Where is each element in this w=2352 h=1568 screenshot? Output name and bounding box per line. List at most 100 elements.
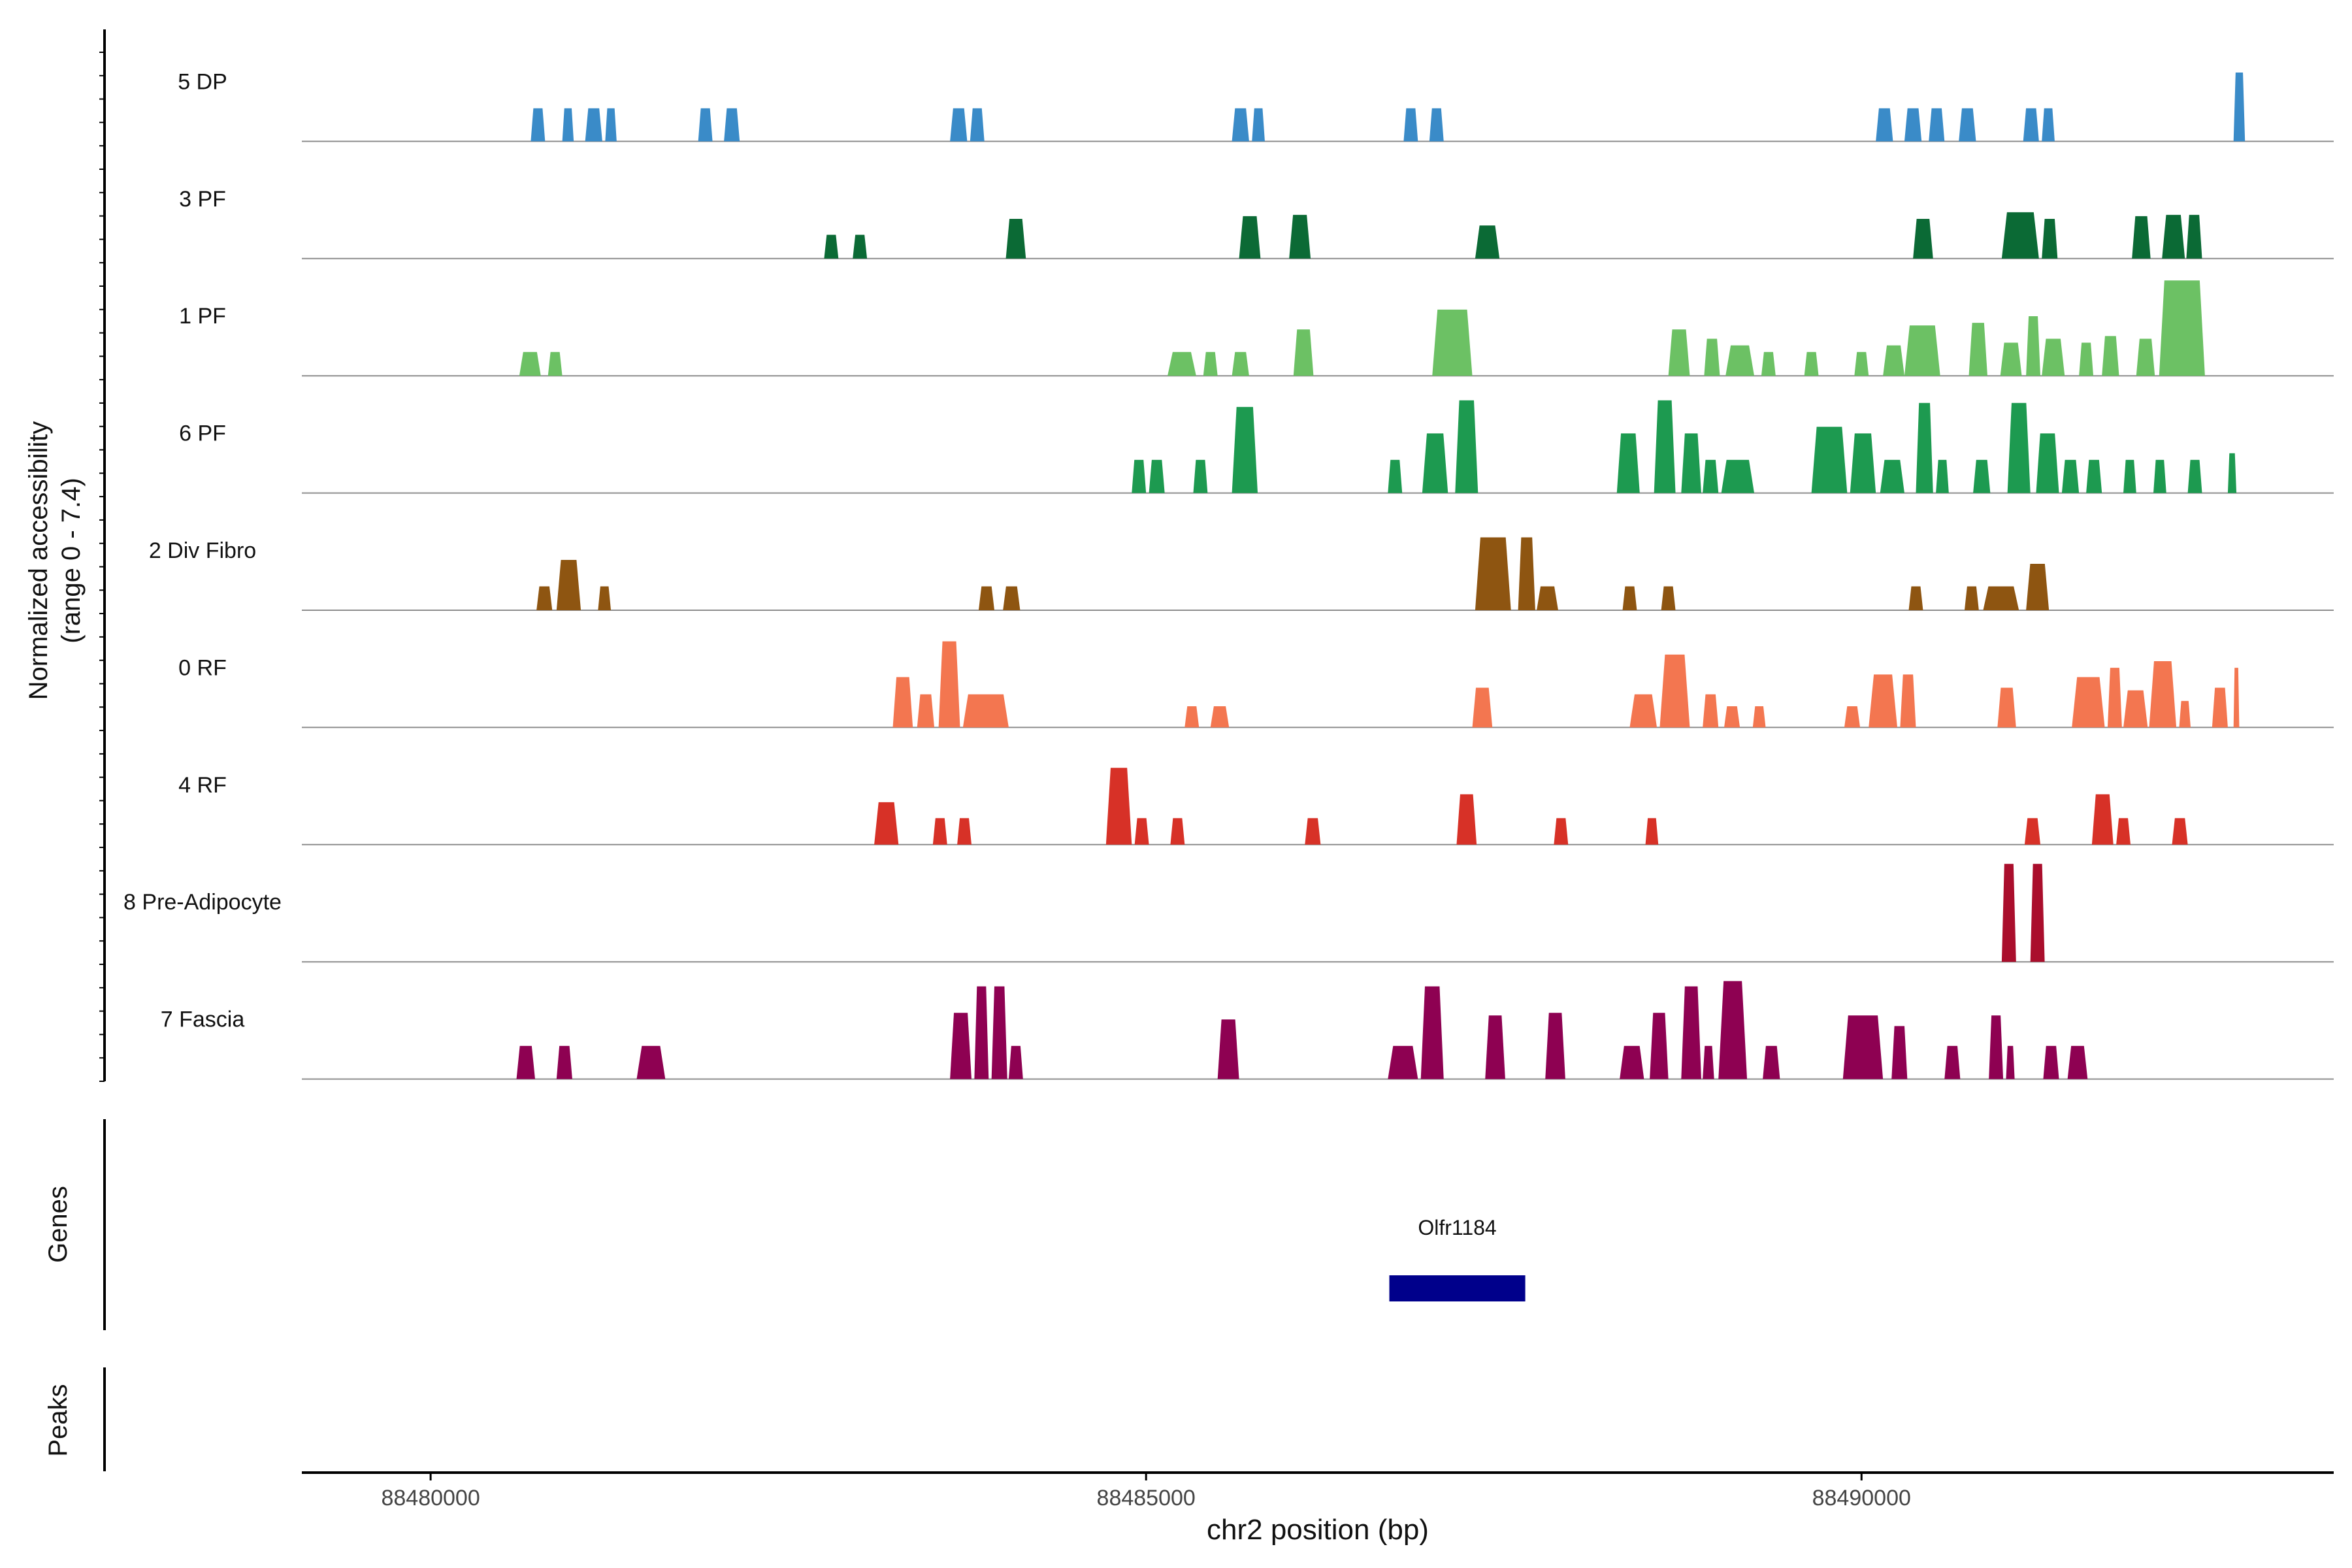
track-label: 6 PF [179,421,226,446]
coverage-peak [636,1045,666,1079]
coverage-peak [1654,400,1676,493]
coverage-peak [1132,459,1147,493]
coverage-peak [2067,1045,2088,1079]
coverage-peak [874,802,899,845]
track: 1 PF [179,280,2334,377]
coverage-peak [1964,586,1979,610]
coverage-peak [1681,986,1701,1079]
peaks-panel: Peaks [44,1367,106,1471]
track-label: 5 DP [178,69,227,94]
coverage-peak [1289,214,1311,259]
coverage-peak [1668,329,1690,376]
coverage-peak [2233,72,2246,142]
coverage-peak [1703,459,1719,493]
coverage-peak [1217,1019,1239,1079]
coverage-peak [957,818,972,845]
coverage-peak [547,351,563,376]
track: 5 DP [178,69,2334,142]
coverage-peak [1703,1045,1714,1079]
coverage-peak [1752,706,1766,728]
coverage-peak [1305,818,1321,845]
coverage-peak [1936,459,1949,493]
coverage-peak [1388,459,1403,493]
coverage-peak [1005,218,1026,259]
coverage-peak [1997,687,2016,728]
coverage-peak [1003,586,1021,610]
coverage-peak [2042,108,2055,142]
accessibility-y-axis [99,29,106,1082]
coverage-peak [938,641,960,728]
coverage-peak [2172,818,2188,845]
coverage-peak [1193,459,1208,493]
peaks-panel-label: Peaks [44,1384,73,1456]
coverage-peak [2107,668,2122,728]
track: 8 Pre-Adipocyte [123,864,2334,963]
coverage-peak [1916,402,1933,493]
coverage-peak [950,1013,972,1079]
coverage-peak [2024,818,2041,845]
coverage-peak [2061,459,2080,493]
coverage-peak [1703,694,1719,728]
coverage-peak [853,235,868,259]
coverage-peak [2086,459,2102,493]
accessibility-tracks: 5 DP 3 PF 1 PF 6 PF 2 Div Fibro 0 RF 4 RF 8 Pre… [123,69,2334,1080]
coverage-peak [1804,351,1819,376]
x-tick-label: 88480000 [381,1486,480,1511]
coverage-peak [1876,108,1893,142]
coverage-peak [2042,338,2065,376]
coverage-peak [2102,336,2119,376]
coverage-peak [1184,706,1200,728]
coverage-peak [1681,433,1701,493]
coverage-peak [2233,668,2240,728]
coverage-peak [1388,1045,1418,1079]
coverage-peak [892,677,913,728]
coverage-peak [950,108,968,142]
coverage-peak [1718,981,1748,1079]
coverage-peak [2162,214,2185,259]
track-label: 2 Div Fibro [149,538,256,563]
coverage-peak [1908,586,1923,610]
coverage-peak [917,694,935,728]
coverage-peak [2001,864,2016,962]
coverage-peak [2123,459,2136,493]
coverage-peak [724,108,740,142]
coverage-peak [991,986,1007,1079]
coverage-peak [2036,433,2059,493]
coverage-peak [2026,564,2050,610]
coverage-peak [698,108,713,142]
coverage-peak [1983,586,2019,610]
coverage-peak [1420,986,1444,1079]
genes-panel-label: Genes [44,1186,73,1263]
coverage-peak [1252,108,1265,142]
coverage-peak [1650,1013,1669,1079]
coverage-peak [2123,690,2148,728]
track: 0 RF [178,641,2334,728]
track: 4 RF [178,768,2334,845]
coverage-peak [1554,818,1569,845]
x-axis: 88480000 88485000 88490000 [302,1471,2334,1511]
coverage-peak [1704,338,1720,376]
coverage-peak [1724,706,1740,728]
coverage-peak [1422,433,1448,493]
coverage-peak [1232,406,1258,493]
coverage-peak [1545,1013,1565,1079]
coverage-peak [1203,351,1218,376]
coverage-peak [1661,586,1676,610]
coverage-peak [2186,214,2202,259]
coverage-peak [2116,818,2131,845]
coverage-peak [1629,694,1658,728]
coverage-peak [1008,1045,1023,1079]
gene-label: Olfr1184 [1418,1216,1496,1239]
coverage-peak [1891,1026,1908,1079]
coverage-peak [1485,1015,1505,1079]
coverage-peak [2007,402,2031,493]
coverage-peak [1854,351,1869,376]
coverage-peak [1842,1015,1884,1079]
coverage-peak [2227,453,2237,493]
coverage-peak [978,586,995,610]
y-axis-label-accessibility: Normalized accessibility [24,421,53,700]
coverage-peak [974,986,989,1079]
coverage-peak [2072,677,2105,728]
track: 2 Div Fibro [149,537,2334,611]
coverage-peak [1293,329,1314,376]
